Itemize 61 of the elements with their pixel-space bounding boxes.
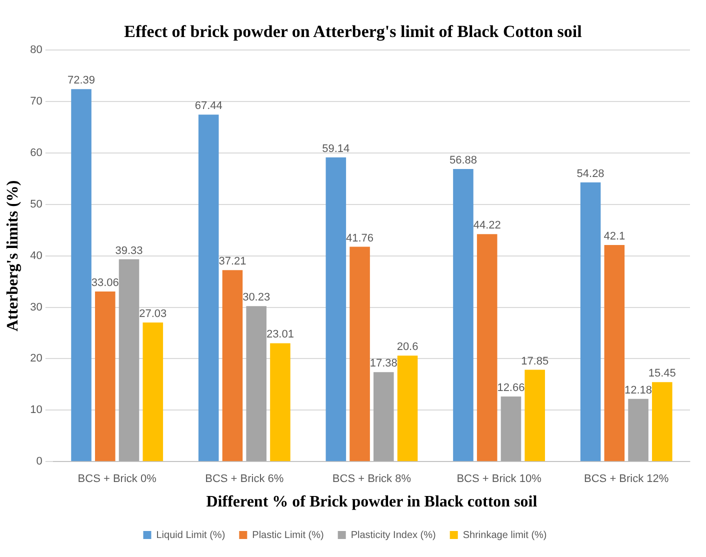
x-tick-label: BCS + Brick 0% — [78, 473, 157, 486]
data-label: 23.01 — [266, 328, 294, 341]
data-label: 67.44 — [194, 100, 222, 112]
bar — [652, 382, 672, 462]
bar — [453, 168, 474, 462]
bar — [95, 292, 116, 462]
bar — [604, 244, 625, 462]
data-label: 56.88 — [449, 154, 477, 166]
bar — [374, 372, 394, 462]
x-tick-label: BCS + Brick 8% — [332, 473, 412, 486]
data-label: 39.33 — [115, 244, 143, 257]
y-tick-label: 80 — [30, 44, 42, 56]
legend-label: Shrinkage limit (%) — [462, 530, 547, 541]
data-label: 72.39 — [68, 74, 96, 87]
bar — [500, 396, 522, 462]
bar — [198, 114, 219, 462]
legend-label: Liquid Limit (%) — [156, 530, 226, 541]
chart-title: Effect of brick powder on Atterberg's limit of Black Cotton soil — [123, 22, 583, 42]
data-label: 33.06 — [91, 277, 119, 290]
y-tick-label: 20 — [30, 352, 42, 365]
bar — [524, 370, 545, 462]
data-label: 15.45 — [648, 368, 676, 380]
bar — [118, 259, 140, 462]
data-label: 42.1 — [604, 230, 626, 243]
y-tick-label: 60 — [30, 146, 42, 159]
bar — [628, 398, 648, 462]
x-tick-label: BCS + Brick 6% — [205, 473, 284, 486]
x-tick-label: BCS + Brick 10% — [456, 473, 542, 486]
data-label: 17.85 — [521, 355, 549, 368]
data-label: 41.76 — [346, 232, 374, 244]
bar — [476, 234, 498, 462]
data-label: 27.03 — [139, 308, 167, 320]
data-label: 54.28 — [576, 168, 604, 180]
bar — [326, 157, 346, 462]
y-tick-label: 10 — [30, 404, 42, 416]
legend-label: Plasticity Index (%) — [350, 530, 436, 541]
y-tick-label: 30 — [30, 301, 42, 314]
data-label: 12.66 — [497, 382, 525, 394]
x-axis-title: Different % of Brick powder in Black cotton soil — [206, 494, 538, 511]
data-label: 20.6 — [396, 341, 418, 354]
data-label: 59.14 — [322, 142, 350, 155]
y-tick-label: 0 — [36, 456, 42, 468]
data-label: 44.22 — [473, 220, 501, 232]
bar — [222, 270, 243, 462]
data-label: 30.23 — [242, 292, 270, 304]
bar — [246, 306, 266, 462]
bar — [142, 322, 164, 462]
y-axis-title: Atterberg's limits (%) — [4, 180, 22, 332]
y-tick-label: 70 — [30, 95, 42, 108]
legend-label: Plastic Limit (%) — [252, 530, 324, 541]
bar — [350, 246, 370, 462]
bar — [580, 182, 601, 462]
data-label: 12.18 — [624, 384, 652, 396]
data-label: 17.38 — [370, 358, 398, 370]
data-label: 37.21 — [218, 256, 246, 268]
bar — [270, 343, 290, 462]
x-tick-label: BCS + Brick 12% — [584, 473, 669, 486]
y-tick-label: 40 — [30, 250, 42, 262]
bar — [397, 356, 418, 462]
bar — [71, 89, 92, 462]
y-tick-label: 50 — [30, 198, 42, 210]
